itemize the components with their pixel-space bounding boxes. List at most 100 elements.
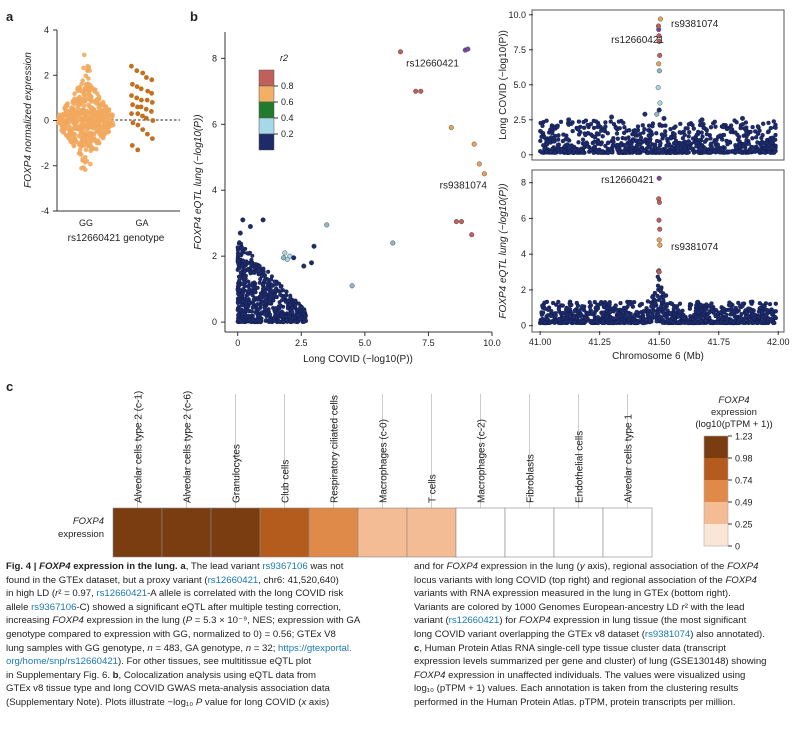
caption-link[interactable]: rs12660421 [207,574,259,586]
b1-background-point [275,311,280,316]
b3-background-point [724,312,729,318]
b1-background-point [235,245,240,250]
b3-background-point [643,317,648,322]
expression-legend-frame [703,435,729,547]
gg-point [79,166,84,171]
b1-background-point [237,266,242,271]
b3-background-point [572,319,577,325]
b3-background-point [645,312,650,318]
gg-point [82,52,87,58]
b1-variant-point [291,255,297,261]
gg-point [61,127,67,133]
b3-variant-point [656,237,662,243]
r2-legend: r2 0.8 0.6 0.4 0.2 [258,53,294,151]
b1-variant-point [324,222,330,228]
b3-background-point [592,299,597,305]
caption-right-line: long COVID variant overlapping the GTEx … [414,628,794,642]
b1-variant-point [237,230,243,236]
b1-background-point [272,318,277,324]
b1-background-point [296,301,301,306]
b2-background-point [541,143,546,148]
b3-background-point [613,303,618,308]
b3-background-point [661,298,666,303]
b3-variant-point [656,269,662,275]
caption-link[interactable]: https://gtexportal. [278,642,352,654]
b2-background-point [576,127,581,132]
b2-variant-point [656,68,662,74]
caption-left-line: lung samples with GG genotype, n = 483, … [6,642,402,656]
ga-point [130,81,135,87]
b2-variant-point [655,85,661,91]
caption-link[interactable]: rs12660421 [448,615,500,627]
panel-b-letter: b [190,9,198,24]
b1-background-point [257,264,262,269]
gg-point [90,110,95,115]
b3-background-point [744,310,750,316]
heatmap-cell [357,507,408,558]
b2-background-point [625,145,630,150]
gg-point [89,105,95,110]
b1-background-point [262,311,267,316]
b2-background-point [633,129,639,134]
b2-background-point [608,119,613,124]
b1-background-point [250,305,255,310]
caption-text: log₁₀ (pTPM + 1) values. Each annotation… [414,683,739,695]
caption-text: x [301,696,307,708]
ga-point [149,77,155,83]
b3-background-point [768,318,773,323]
b2-background-point [702,150,707,155]
b3-background-point [568,303,573,308]
b3-background-point [719,316,725,321]
b2-background-point [592,134,597,140]
gg-point [105,114,110,120]
caption-text: FOXP4 [519,615,551,627]
caption-right-line: performed in the Human Protein Atlas. pT… [414,696,794,710]
b3-background-point [660,320,665,325]
heatmap-column-label: Respiratory ciliated cells [330,395,341,503]
b3-background-point [655,274,660,279]
b3-background-point [548,319,553,324]
b2-variant-point [642,111,648,117]
gg-point [88,135,93,140]
gg-point [96,114,102,120]
ga-point [144,75,149,80]
b2-background-point [542,146,548,151]
b3-background-point [767,301,773,307]
b2-background-point [619,143,624,148]
b3-background-point [740,303,745,309]
b1-background-point [273,289,278,294]
b3-background-point [611,316,616,321]
b1-background-point [262,273,268,278]
gg-point [106,129,112,134]
b3-background-point [698,302,703,307]
caption-link[interactable]: rs9367106 [31,601,77,613]
b2-background-point [734,149,739,155]
gg-point [75,106,81,111]
b1-ylabel: FOXP4 eQTL lung (−log10(P)) [193,114,204,249]
gg-point [80,156,85,162]
heatmap-cell [259,507,310,558]
b2-background-point [569,121,574,126]
caption-link[interactable]: org/home/snp/rs12660421 [6,656,119,668]
b3-variant-point [656,217,662,223]
gg-point [79,96,84,102]
b2-background-point [687,145,692,150]
b1-background-point [246,313,251,318]
b3-background-point [693,319,698,324]
caption-right-line: locus variants with long COVID (top righ… [414,574,794,588]
b2-variant-point [609,114,615,120]
caption-link[interactable]: rs9381074 [644,628,691,640]
gg-point [56,112,62,118]
b2-background-point [581,125,587,130]
caption-link[interactable]: rs12660421 [96,588,148,600]
b2-background-point [624,150,630,155]
b2-background-point [658,141,663,146]
caption-link[interactable]: rs9367106 [262,561,308,572]
b2-variant-point [656,38,662,44]
b3-background-point [595,315,601,320]
caption-right-line: variants with RNA expression measured in… [414,587,794,601]
b3-ytick-label: 6 [521,213,526,223]
b1-background-point [238,270,243,275]
expression-legend-label: 0.49 [735,498,753,508]
